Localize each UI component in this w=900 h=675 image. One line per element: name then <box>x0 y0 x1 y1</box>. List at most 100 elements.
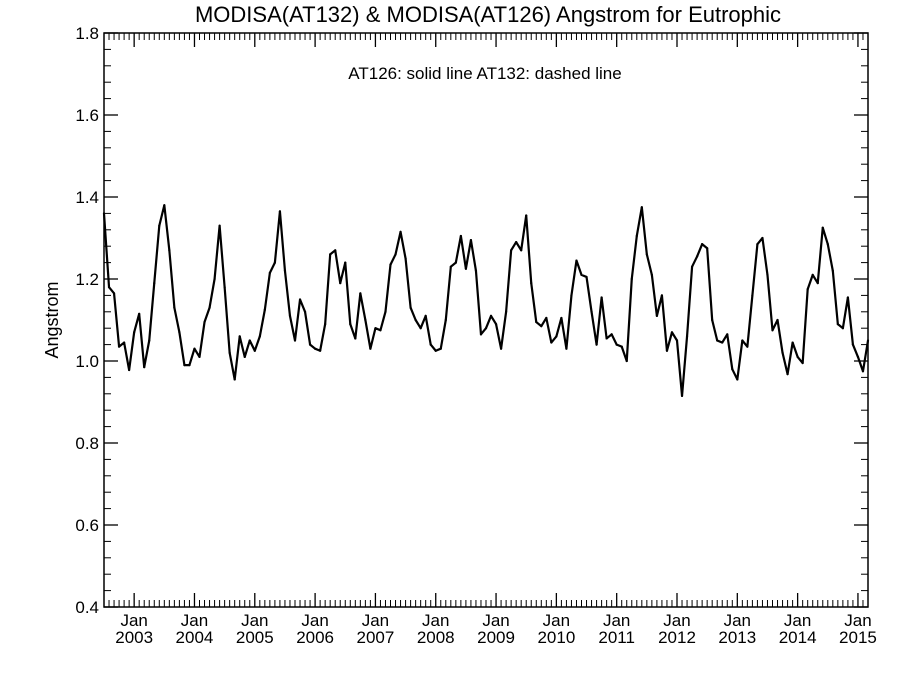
x-tick-month-label: Jan <box>603 611 630 630</box>
x-tick-month-label: Jan <box>663 611 690 630</box>
data-point <box>394 253 397 256</box>
data-point <box>268 271 271 274</box>
data-point <box>731 368 734 371</box>
x-tick-month-label: Jan <box>422 611 449 630</box>
x-tick-month-label: Jan <box>844 611 871 630</box>
data-point <box>188 364 191 367</box>
y-axis-label: Angstrom <box>42 281 62 358</box>
data-point <box>494 323 498 326</box>
data-point <box>123 341 126 344</box>
data-point <box>213 277 216 281</box>
data-point <box>761 236 764 240</box>
data-point <box>806 288 809 291</box>
data-point <box>756 243 759 246</box>
data-point <box>243 355 246 358</box>
data-point <box>334 249 337 252</box>
data-point <box>404 257 407 260</box>
data-point <box>158 224 161 227</box>
data-point <box>706 247 709 250</box>
data-point <box>263 308 266 311</box>
data-point <box>645 253 648 256</box>
data-point <box>791 341 794 344</box>
data-point <box>419 327 422 330</box>
data-point <box>866 339 870 342</box>
data-point <box>228 351 231 354</box>
data-point <box>670 331 674 334</box>
data-point <box>535 320 538 324</box>
data-point <box>515 241 518 244</box>
y-tick-label: 1.2 <box>75 270 99 289</box>
data-point <box>826 243 829 246</box>
y-axis-ticks: 0.4 0.6 0.8 1.0 1.2 1.4 1.6 1.8 <box>75 24 868 617</box>
data-point <box>675 339 679 342</box>
data-point <box>726 333 729 336</box>
y-tick-label: 0.8 <box>75 434 99 453</box>
x-tick-year-label: 2015 <box>839 628 877 647</box>
data-point <box>143 366 146 369</box>
data-point <box>459 234 462 238</box>
data-point <box>298 298 302 301</box>
data-point <box>359 292 362 295</box>
x-tick-year-label: 2011 <box>598 628 635 647</box>
data-point <box>841 327 844 330</box>
data-point <box>696 255 699 258</box>
data-point <box>846 296 849 299</box>
data-point <box>339 282 342 285</box>
data-point <box>555 335 558 338</box>
data-point <box>173 306 176 309</box>
data-point <box>711 318 714 322</box>
x-tick-year-label: 2007 <box>357 628 395 647</box>
x-tick-year-label: 2013 <box>718 628 756 647</box>
x-tick-month-label: Jan <box>362 611 389 630</box>
data-point <box>570 294 573 297</box>
data-point <box>766 273 769 276</box>
plot-frame <box>103 32 869 608</box>
data-point <box>610 333 613 336</box>
data-point <box>102 212 106 215</box>
data-point <box>575 259 578 262</box>
data-point <box>680 394 684 397</box>
data-point <box>605 337 608 340</box>
data-point <box>811 273 814 276</box>
data-point <box>479 333 483 336</box>
data-point <box>258 335 261 338</box>
data-point <box>449 265 452 268</box>
data-point <box>283 269 287 272</box>
data-point <box>384 310 387 313</box>
data-point <box>319 349 322 352</box>
data-point <box>208 306 211 309</box>
data-point <box>660 294 664 297</box>
data-point <box>530 282 533 285</box>
x-tick-month-label: Jan <box>301 611 328 630</box>
data-point <box>444 318 447 322</box>
data-point <box>344 261 347 264</box>
data-point <box>369 347 372 350</box>
data-point <box>635 234 638 238</box>
data-point <box>831 269 834 272</box>
data-point <box>389 263 392 266</box>
data-point <box>112 292 116 295</box>
data-point <box>374 327 377 330</box>
data-point <box>595 343 598 346</box>
data-point <box>178 331 181 334</box>
data-point <box>238 335 241 338</box>
y-tick-label: 1.4 <box>75 188 99 207</box>
data-point <box>590 310 593 313</box>
data-point <box>439 347 442 350</box>
data-point <box>821 226 824 229</box>
data-point <box>746 345 749 348</box>
data-point <box>107 286 111 289</box>
data-point <box>550 341 553 344</box>
chart-title: MODISA(AT132) & MODISA(AT126) Angstrom f… <box>195 2 781 27</box>
x-tick-month-label: Jan <box>181 611 208 630</box>
data-point <box>429 343 432 346</box>
data-point <box>580 273 583 276</box>
data-point <box>615 343 618 346</box>
data-point <box>303 310 307 313</box>
x-tick-year-label: 2004 <box>176 628 214 647</box>
data-point <box>655 314 658 317</box>
data-point <box>861 370 865 373</box>
data-point <box>293 339 297 342</box>
data-point <box>665 349 669 352</box>
data-point <box>324 323 327 326</box>
